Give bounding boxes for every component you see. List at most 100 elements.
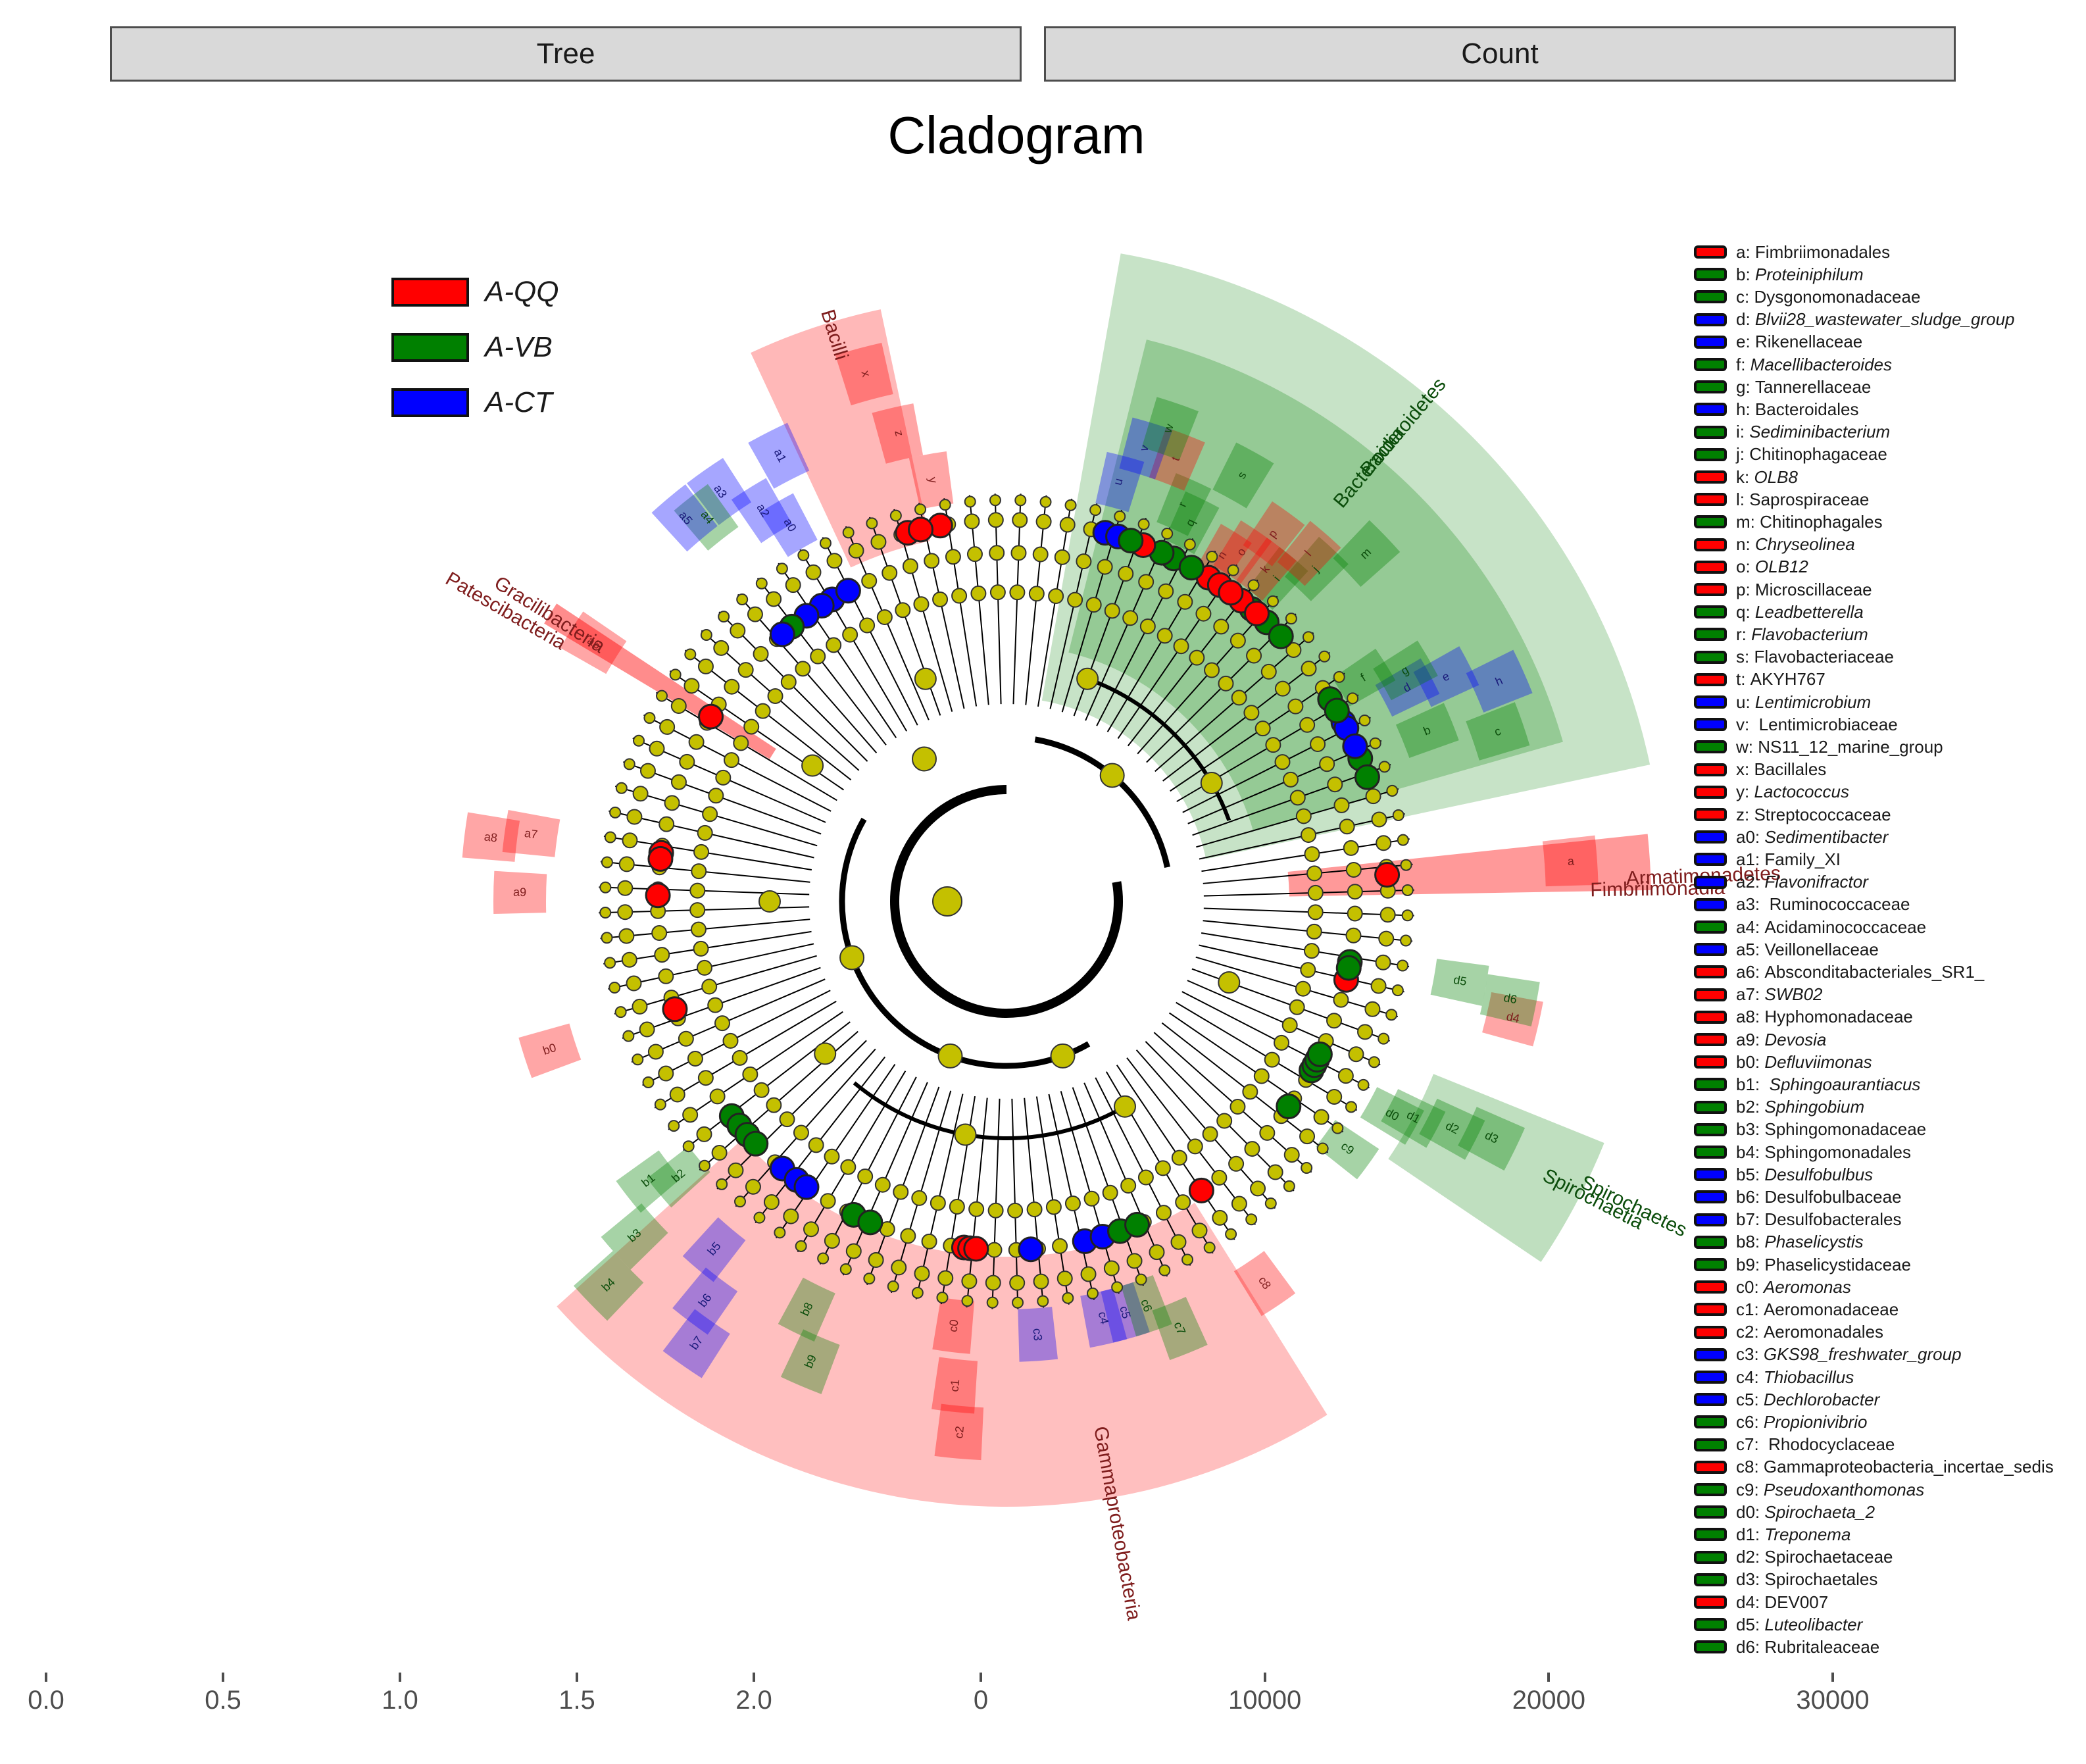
tree-node xyxy=(1289,790,1306,806)
tree-node xyxy=(1189,649,1205,666)
tree-node xyxy=(1155,1160,1171,1176)
biomarker-legend-item-w: w: NS11_12_marine_group xyxy=(1694,736,1943,758)
biomarker-legend-code: a: xyxy=(1736,241,1755,262)
biomarker-highlight-a6 xyxy=(560,611,627,674)
tree-node xyxy=(617,880,633,896)
biomarker-legend-swatch xyxy=(1694,403,1727,416)
tree-node xyxy=(766,1097,782,1113)
biomarker-highlight-u xyxy=(1095,451,1145,513)
tree-node xyxy=(1118,565,1134,582)
biomarker-legend-swatch xyxy=(1694,988,1727,1001)
biomarker-legend-item-k: k: OLB8 xyxy=(1694,466,1798,488)
biomarker-highlight-a1 xyxy=(748,422,810,489)
biomarker-node-z xyxy=(908,517,934,543)
biomarker-highlight-q xyxy=(1164,491,1220,555)
tree-node xyxy=(1397,959,1409,972)
biomarker-legend-name: Ruminococcaceae xyxy=(1764,894,1910,915)
tree-node xyxy=(709,1088,726,1105)
biomarker-legend-item-c7: c7: Rhodocyclaceae xyxy=(1694,1434,1895,1456)
biomarker-legend-code: b3: xyxy=(1736,1119,1765,1140)
tree-node xyxy=(1170,1234,1187,1250)
tree-node xyxy=(1345,927,1362,944)
biomarker-legend-item-c: c: Dysgonomonadaceae xyxy=(1694,286,1920,308)
biomarker-legend-item-c9: c9: Pseudoxanthomonas xyxy=(1694,1478,1924,1501)
biomarker-legend-item-b0: b0: Defluviimonas xyxy=(1694,1051,1872,1073)
biomarker-legend-code: c6: xyxy=(1736,1411,1764,1432)
tree-node xyxy=(964,513,980,530)
biomarker-highlight-a3 xyxy=(687,458,752,526)
tree-node xyxy=(639,763,656,779)
tree-axis-tick xyxy=(399,1673,401,1682)
biomarker-highlight-x xyxy=(835,342,893,406)
biomarker-highlight-c1 xyxy=(931,1357,978,1414)
biomarker-legend-swatch xyxy=(1694,515,1727,529)
biomarker-legend-code: b2: xyxy=(1736,1097,1765,1117)
count-axis-label: 0 xyxy=(973,1686,989,1715)
tree-axis-tick xyxy=(45,1673,47,1682)
biomarker-legend-swatch xyxy=(1694,650,1727,664)
tree-node xyxy=(810,648,826,665)
tree-node xyxy=(1331,1122,1344,1134)
tree-node xyxy=(1104,603,1120,619)
biomarker-legend-swatch xyxy=(1694,808,1727,821)
tree-node xyxy=(1313,1109,1329,1125)
tree-node xyxy=(604,831,616,844)
tree-node xyxy=(1318,650,1331,663)
class-arc-gamma xyxy=(853,1081,1126,1141)
biomarker-highlight-c9 xyxy=(1316,1120,1379,1180)
tree-node xyxy=(626,975,642,992)
tree-node xyxy=(730,622,746,639)
biomarker-legend-name: Pseudoxanthomonas xyxy=(1763,1479,1925,1499)
tree-node xyxy=(1204,662,1220,678)
group-legend-swatch xyxy=(391,278,469,307)
tree-axis-tick xyxy=(753,1673,755,1682)
tree-node xyxy=(614,1006,627,1019)
biomarker-node-c8 xyxy=(1188,1177,1214,1203)
biomarker-highlight-l xyxy=(1277,520,1341,586)
biomarker-legend-code: c3: xyxy=(1736,1344,1764,1365)
tree-node xyxy=(848,542,864,559)
tree-node xyxy=(826,637,842,653)
tree-node xyxy=(736,593,749,606)
tree-node xyxy=(1250,1180,1266,1197)
biomarker-legend-item-c6: c6: Propionivibrio xyxy=(1694,1411,1867,1433)
tree-node xyxy=(1242,1084,1258,1100)
tree-node-phylum xyxy=(912,746,937,772)
biomarker-legend-name: Macellibacteroides xyxy=(1750,354,1892,374)
biomarker-legend-swatch xyxy=(1694,853,1727,867)
biomarker-highlight-c3 xyxy=(1018,1307,1058,1362)
biomarker-legend-name: Thiobacillus xyxy=(1763,1367,1854,1387)
tree-node xyxy=(989,584,1006,601)
root-arc xyxy=(890,785,1123,1018)
tree-node xyxy=(1212,1209,1228,1226)
biomarker-legend-swatch xyxy=(1694,1438,1727,1451)
tree-node xyxy=(689,882,706,899)
biomarker-ring-label-a: a xyxy=(1567,854,1575,868)
biomarker-legend-swatch xyxy=(1694,740,1727,754)
count-axis-tick xyxy=(1831,1673,1834,1682)
tree-node xyxy=(911,1190,928,1206)
biomarker-legend-swatch xyxy=(1694,1325,1727,1339)
tree-node xyxy=(986,1296,999,1309)
biomarker-node-p xyxy=(1218,580,1244,606)
tree-node xyxy=(1225,1228,1237,1240)
tree-node xyxy=(1386,784,1399,797)
biomarker-legend-name: Chitinophagales xyxy=(1760,511,1883,532)
tree-node xyxy=(707,997,724,1013)
biomarker-legend-item-i: i: Sediminibacterium xyxy=(1694,421,1890,443)
biomarker-highlight-b7 xyxy=(662,1309,730,1378)
biomarker-highlight-c4 xyxy=(1080,1288,1128,1348)
tree-node xyxy=(1369,737,1381,749)
tree-node xyxy=(1357,1024,1374,1040)
tree-node xyxy=(876,609,893,626)
biomarker-legend-name: Veillonellaceae xyxy=(1764,939,1879,959)
biomarker-node-m xyxy=(1268,623,1294,649)
tree-node xyxy=(1400,859,1412,871)
facet-strip-tree: Tree xyxy=(110,26,1022,82)
tree-node xyxy=(1333,670,1345,683)
biomarker-legend-code: b9: xyxy=(1736,1254,1765,1274)
tree-node xyxy=(1401,909,1414,922)
biomarker-legend-name: Sphingobium xyxy=(1764,1097,1865,1117)
biomarker-legend-item-b2: b2: Sphingobium xyxy=(1694,1096,1864,1119)
biomarker-legend-code: q: xyxy=(1736,601,1755,622)
